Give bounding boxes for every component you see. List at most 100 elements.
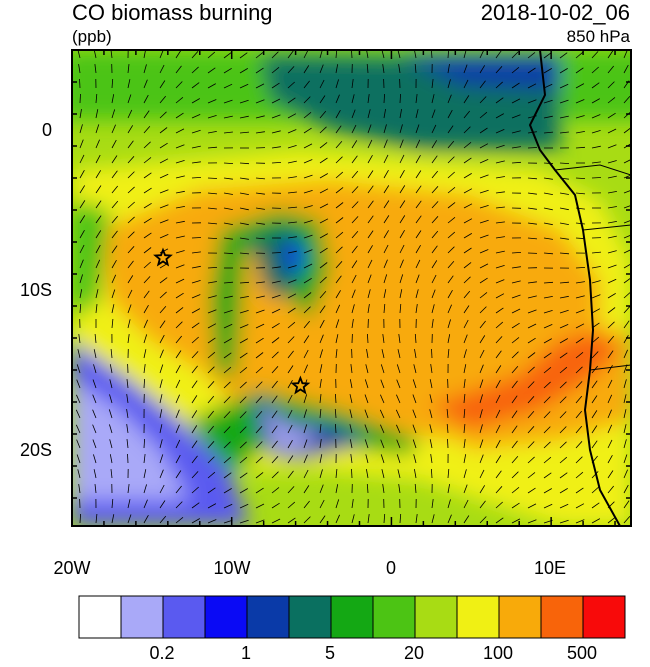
wind-barb (575, 99, 585, 104)
wind-barb (110, 348, 113, 359)
wind-barb (175, 220, 185, 224)
wind-barb (383, 289, 387, 299)
wind-barb (95, 185, 102, 194)
wind-barb (429, 379, 433, 389)
wind-barb (511, 66, 520, 74)
wind-barb (559, 99, 569, 104)
wind-barb (239, 456, 248, 464)
lat-tick-label: 10S (19, 280, 52, 300)
wind-barb (349, 394, 353, 404)
wind-barb (223, 381, 231, 389)
wind-barb (319, 64, 324, 74)
wind-barb (335, 468, 338, 479)
wind-barb (303, 159, 313, 164)
map-frame (71, 49, 632, 527)
wind-barb (415, 185, 422, 194)
wind-barb (412, 379, 417, 389)
wind-barb (127, 514, 132, 524)
colorbar-label: 500 (566, 643, 598, 663)
wind-barb (239, 83, 249, 89)
wind-barb (364, 379, 369, 389)
wind-barb (159, 291, 167, 299)
wind-barb (159, 219, 169, 224)
wind-barb (191, 322, 200, 329)
wind-barb (367, 230, 374, 239)
wind-barb (412, 394, 417, 404)
wind-barb (159, 379, 163, 389)
wind-barb (607, 264, 617, 269)
wind-barb (559, 295, 569, 299)
wind-barb (399, 109, 402, 119)
wind-barb (511, 266, 521, 269)
wind-barb (207, 51, 216, 59)
wind-barb (127, 334, 130, 344)
wind-barb (399, 303, 402, 314)
wind-barb (223, 411, 231, 419)
star-marker (153, 247, 173, 267)
wind-barb (175, 250, 185, 254)
wind-barb (287, 307, 296, 314)
wind-barb (223, 162, 234, 164)
wind-barb (623, 394, 627, 404)
wind-barb (543, 237, 553, 240)
wind-barb (429, 394, 433, 404)
wind-barb (591, 425, 598, 434)
wind-barb (543, 192, 553, 195)
wind-barb (543, 426, 551, 434)
wind-barb (607, 379, 613, 389)
wind-barb (79, 200, 86, 209)
wind-barb (430, 364, 433, 374)
wind-barb (239, 352, 248, 359)
wind-barb (207, 67, 216, 74)
wind-barb (175, 65, 182, 74)
wind-barb (175, 160, 185, 164)
wind-barb (303, 65, 310, 74)
wind-barb (415, 139, 421, 149)
wind-barb (127, 484, 130, 494)
wind-barb (191, 237, 202, 239)
wind-barb (511, 51, 519, 59)
wind-barb (175, 350, 182, 359)
wind-barb (175, 454, 181, 464)
wind-barb (207, 99, 217, 104)
wind-barb (479, 379, 484, 389)
wind-barb (398, 64, 401, 74)
wind-barb (239, 162, 250, 165)
wind-barb (479, 516, 487, 524)
wind-barb (479, 263, 489, 269)
wind-barb (127, 171, 135, 179)
wind-barb (287, 517, 296, 524)
colorbar-swatch (372, 595, 416, 639)
wind-barb (351, 186, 359, 194)
wind-barb (159, 500, 166, 509)
wind-barb (479, 469, 485, 479)
wind-barb (351, 499, 354, 509)
wind-barb (92, 439, 97, 449)
wind-barb (127, 231, 135, 239)
wind-barb (511, 98, 521, 104)
lon-tick-label: 10W (213, 558, 251, 578)
wind-barb (415, 304, 418, 314)
wind-barb (95, 109, 99, 119)
wind-barb (396, 394, 401, 404)
wind-barb (159, 80, 166, 89)
wind-barb (463, 157, 472, 164)
wind-barb (143, 349, 147, 359)
wind-barb (414, 469, 417, 479)
wind-barb (431, 348, 433, 359)
wind-barb (143, 157, 152, 164)
wind-barb (127, 319, 131, 329)
wind-barb (463, 484, 468, 494)
wind-barb (495, 265, 505, 269)
wind-barb (412, 439, 417, 449)
wind-barb (239, 366, 248, 374)
wind-barb (399, 93, 401, 104)
wind-barb (495, 321, 504, 329)
wind-barb (429, 424, 433, 434)
wind-barb (591, 308, 601, 314)
wind-barb (109, 424, 113, 434)
wind-barb (367, 124, 372, 134)
wind-barb (527, 323, 537, 329)
wind-barb (399, 229, 405, 239)
wind-barb (447, 216, 456, 224)
